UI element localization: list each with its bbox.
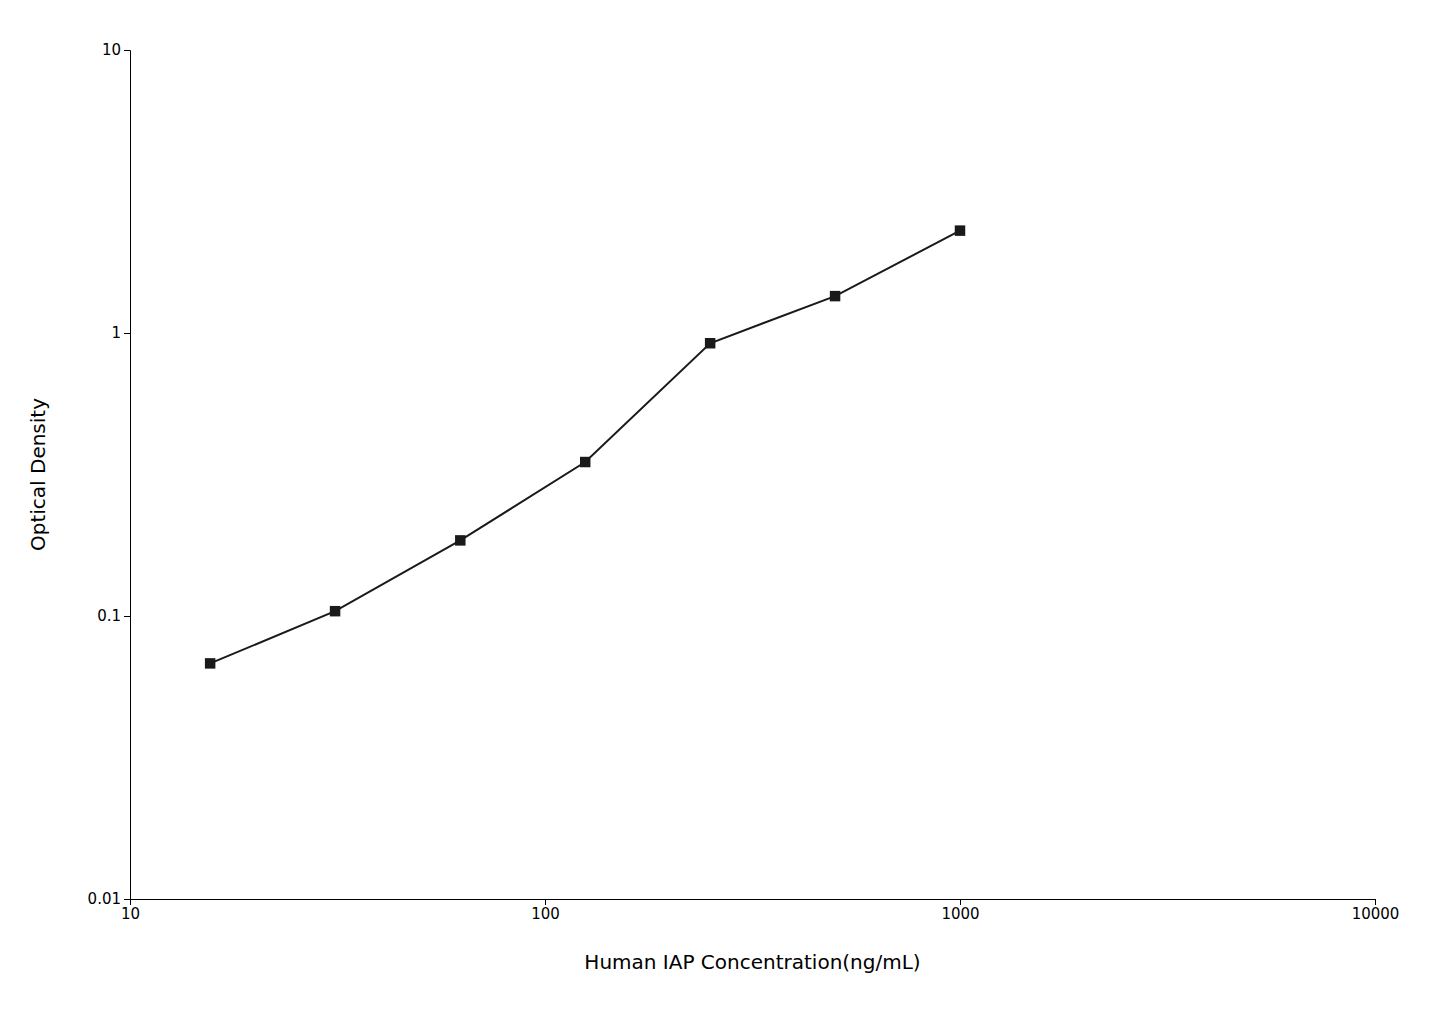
data-point: [455, 535, 465, 545]
y-tick-label: 0.01: [88, 890, 121, 908]
y-tick: 0.1: [97, 607, 130, 625]
y-axis-line: [124, 51, 131, 900]
x-tick-label: 1000: [941, 905, 979, 923]
x-axis-title: Human IAP Concentration(ng/mL): [584, 950, 920, 974]
chart-svg: 10 100 1000 10000 0.01 0.1 1 10 Human IAP Concen…: [0, 0, 1445, 1009]
x-tick-label: 100: [531, 905, 560, 923]
data-point: [955, 225, 965, 235]
x-tick-label: 10000: [1352, 905, 1400, 923]
y-tick-mark: [124, 616, 130, 617]
y-tick-mark: [124, 50, 130, 51]
x-tick: 1000: [941, 899, 979, 923]
y-tick-label: 0.1: [97, 607, 121, 625]
x-tick: 10000: [1352, 899, 1400, 923]
data-point: [830, 291, 840, 301]
x-tick: 10: [121, 899, 140, 923]
data-point: [330, 606, 340, 616]
x-tick: 100: [531, 899, 560, 923]
x-axis: 10 100 1000 10000: [121, 899, 1399, 923]
y-axis-title: Optical Density: [26, 398, 50, 551]
y-tick: 10: [102, 41, 130, 59]
data-line: [210, 231, 960, 664]
x-tick-label: 10: [121, 905, 140, 923]
y-tick: 1: [111, 324, 130, 342]
data-point: [205, 658, 215, 668]
y-tick-label: 10: [102, 41, 121, 59]
y-tick-mark: [124, 333, 130, 334]
marks: [205, 225, 965, 668]
y-tick: 0.01: [88, 890, 130, 908]
y-tick-mark: [124, 899, 130, 900]
data-point: [580, 457, 590, 467]
plot-area: 10 100 1000 10000 0.01 0.1 1 10: [88, 41, 1400, 922]
x-axis-line: [131, 900, 1376, 906]
y-tick-label: 1: [111, 324, 121, 342]
y-axis: 0.01 0.1 1 10: [88, 41, 131, 908]
data-point: [705, 338, 715, 348]
